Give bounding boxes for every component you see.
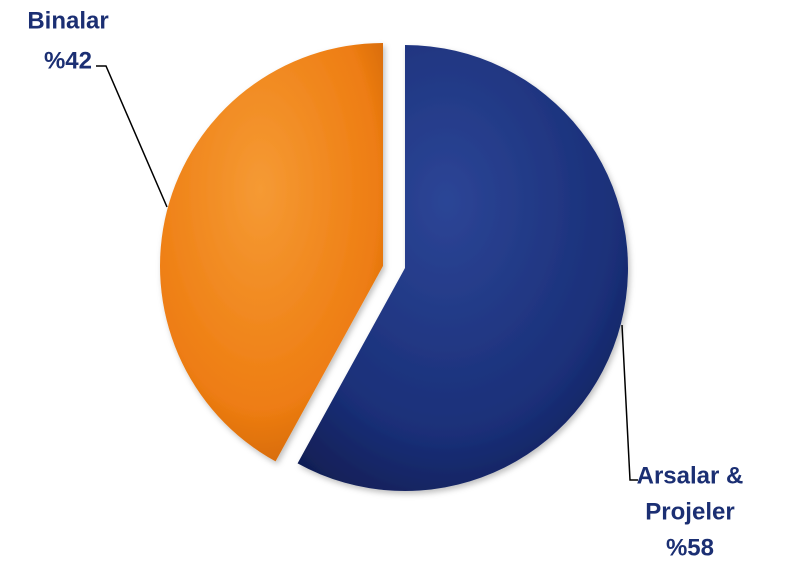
slice-binalar <box>159 43 383 462</box>
slice-binalar-leader-line <box>96 65 168 208</box>
slice-arsalar-projeler-label-line-0: Arsalar & <box>637 462 744 489</box>
slice-arsalar-projeler-leader-line <box>621 324 638 481</box>
slice-binalar-label-line-0: Binalar <box>27 7 108 34</box>
slice-arsalar-projeler <box>297 45 628 491</box>
slice-arsalar-projeler-label-line-2: %58 <box>666 534 714 561</box>
slice-arsalar-projeler-label-line-1: Projeler <box>645 498 734 525</box>
slice-binalar-label-line-1: %42 <box>44 47 92 74</box>
